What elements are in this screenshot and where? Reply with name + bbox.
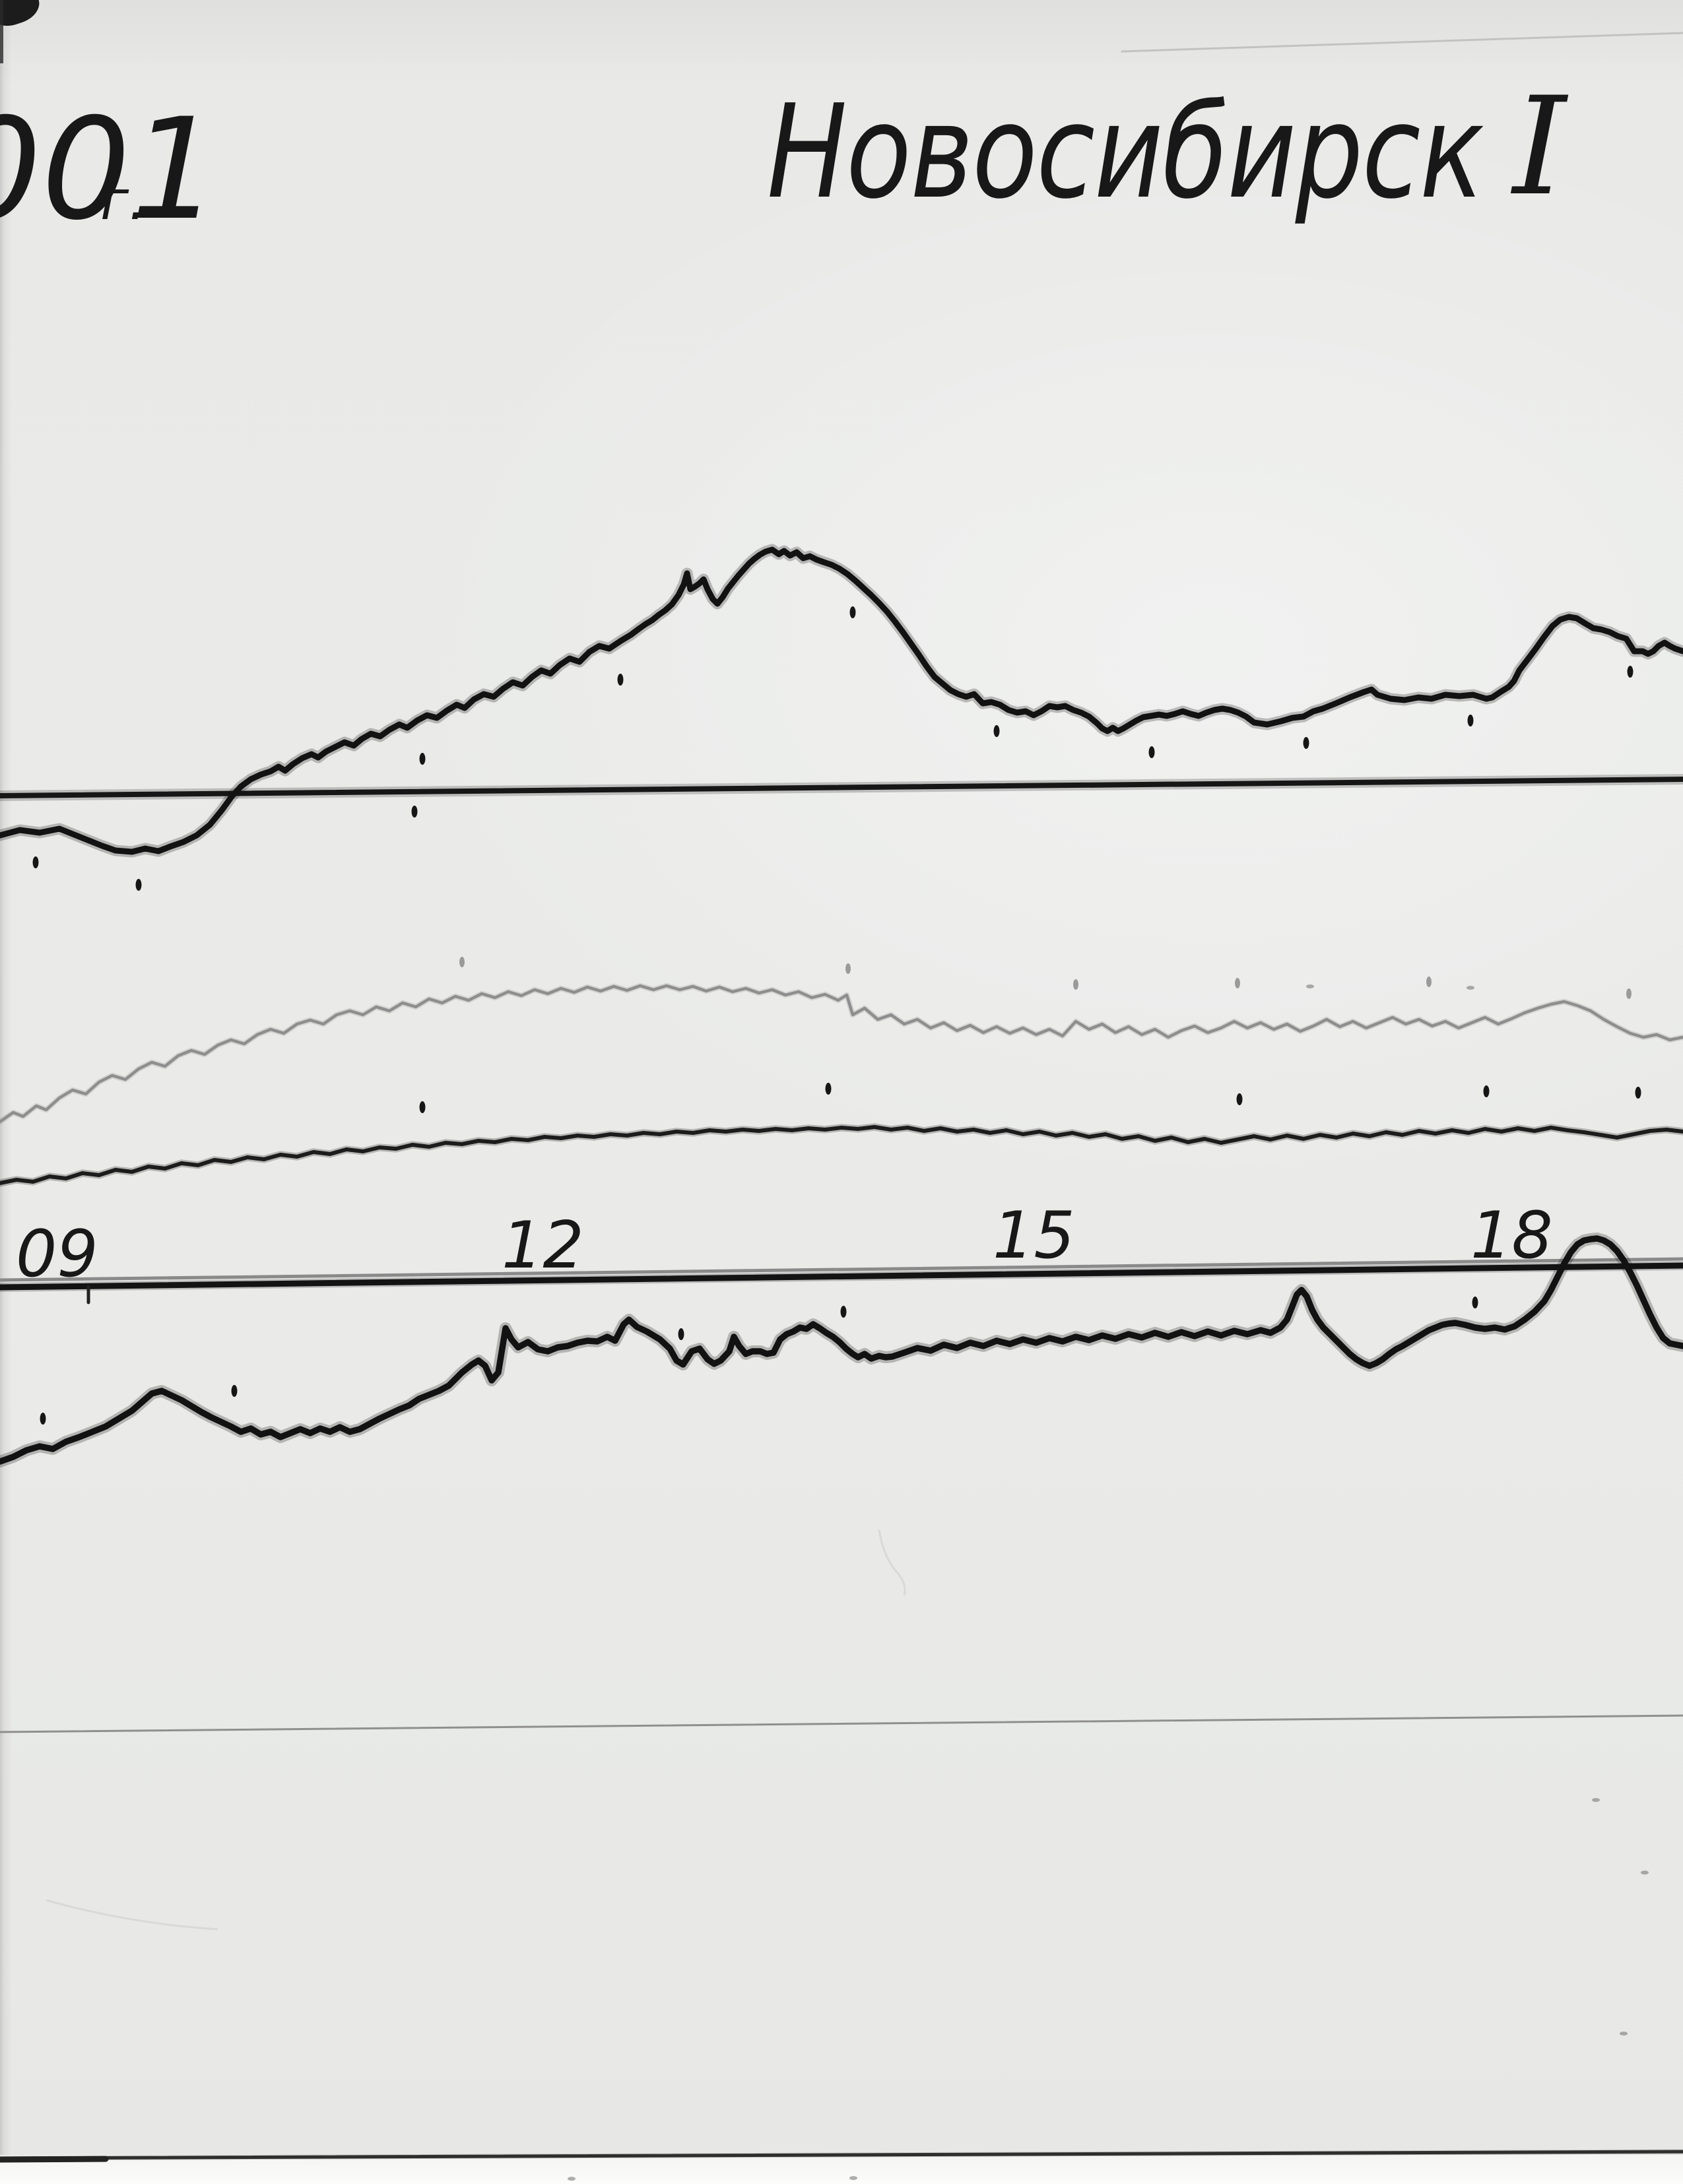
pen-lift-dot bbox=[1236, 1093, 1243, 1105]
pen-lift-dot bbox=[678, 1328, 684, 1340]
tick-label-15: 15 bbox=[993, 1198, 1075, 1273]
paper-bottom-edge bbox=[0, 2150, 1683, 2160]
pen-lift-dot bbox=[419, 1101, 426, 1113]
paper-speck bbox=[849, 2176, 857, 2180]
station-title: Новосибирск I bbox=[767, 69, 1569, 228]
paper-crease bbox=[878, 1529, 906, 1596]
hour-tick-labels: 09 12 15 18 bbox=[16, 1198, 1553, 1292]
hour-axis-line-upper bbox=[0, 777, 1683, 798]
pen-lift-dot bbox=[1303, 737, 1309, 749]
scan-left-edge-shadow bbox=[0, 0, 3, 63]
pen-lift-dot bbox=[617, 674, 624, 686]
paper-bottom-edge-left-thick bbox=[0, 2156, 109, 2163]
trace-3-thin-dark-pen-bleed bbox=[0, 1123, 1683, 1187]
pen-lift-dot bbox=[419, 753, 426, 765]
tick-label-12: 12 bbox=[502, 1208, 584, 1283]
faint-lower-rule bbox=[0, 1714, 1683, 1733]
pen-lift-dot bbox=[825, 1083, 832, 1095]
trace-1-upper-pen bbox=[0, 546, 1683, 855]
tick-label-09: 09 bbox=[16, 1217, 98, 1292]
pen-lift-dot bbox=[32, 856, 39, 868]
paper-speck bbox=[1641, 1871, 1649, 1875]
trace-2-faint-pen-bleed bbox=[0, 982, 1683, 1125]
pen-lift-dot bbox=[993, 725, 1000, 737]
paper-speck bbox=[1467, 986, 1474, 990]
pen-lift-dot bbox=[840, 1306, 847, 1318]
station-numeral-text: I bbox=[1510, 69, 1569, 226]
trace-2-faint-pen bbox=[0, 984, 1683, 1124]
pen-lift-dot bbox=[849, 606, 856, 618]
year-fragment-text: 001 bbox=[0, 88, 220, 251]
pen-lift-dot bbox=[1148, 746, 1155, 758]
pen-lift-dot-faint bbox=[459, 957, 465, 967]
pen-lift-dot bbox=[1627, 666, 1634, 678]
tick-label-18: 18 bbox=[1470, 1198, 1553, 1273]
trace-layer bbox=[0, 32, 1683, 2181]
paper-speck bbox=[568, 2177, 576, 2181]
hour-axis-line-lower-shadow bbox=[0, 1257, 1683, 1282]
pen-lift-dot bbox=[1472, 1297, 1478, 1308]
paper-crease bbox=[46, 1899, 218, 1931]
pen-lift-dot bbox=[135, 879, 142, 891]
pen-lift-dot bbox=[1467, 715, 1474, 726]
paper-speck bbox=[1306, 984, 1314, 988]
station-title-text: Новосибирск bbox=[767, 77, 1484, 228]
trace-4-lower-pen bbox=[0, 1235, 1683, 1465]
pen-lift-dot-faint bbox=[1235, 978, 1240, 988]
pen-lift-dot-faint bbox=[845, 963, 851, 974]
year-suffix-text: г. bbox=[100, 170, 146, 232]
scanner-background-strip bbox=[0, 2155, 1683, 2184]
pen-lift-dot-faint bbox=[1426, 977, 1432, 987]
pen-lift-dot bbox=[411, 806, 418, 818]
pen-lift-dot bbox=[1483, 1085, 1490, 1097]
pen-lift-dot bbox=[40, 1413, 46, 1425]
hour-axis-line-lower bbox=[0, 1262, 1683, 1291]
trace-3-thin-dark-pen bbox=[0, 1125, 1683, 1185]
pen-lift-dot bbox=[1635, 1087, 1641, 1099]
pen-lift-dot-faint bbox=[1626, 988, 1632, 999]
paper-top-right-edge bbox=[1121, 32, 1683, 53]
pen-lift-dot-faint bbox=[1073, 979, 1078, 990]
paper-speck bbox=[1620, 2032, 1628, 2036]
year-annotation: 001 г. bbox=[0, 88, 220, 251]
paper-speck bbox=[1592, 1798, 1600, 1802]
pen-lift-dot bbox=[231, 1385, 238, 1397]
